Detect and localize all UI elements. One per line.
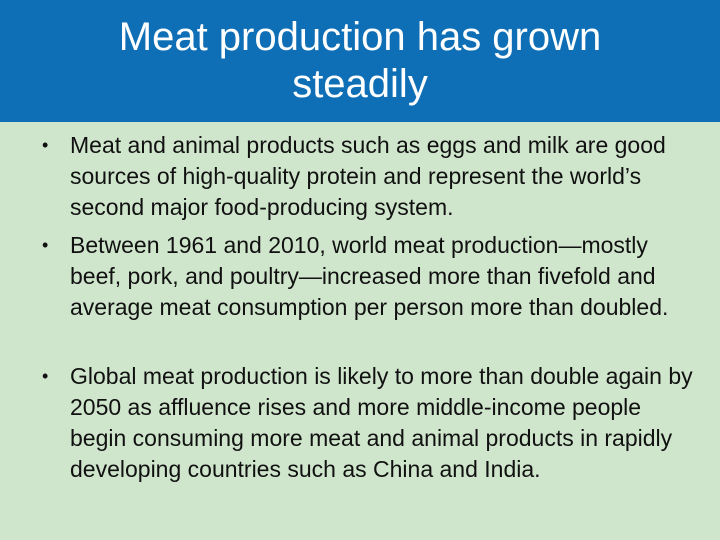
bullet-list: • Meat and animal products such as eggs … bbox=[0, 130, 720, 516]
slide-title: Meat production has grown steadily bbox=[118, 15, 602, 106]
bullet-item: • Between 1961 and 2010, world meat prod… bbox=[0, 230, 720, 354]
bullet-text: Global meat production is likely to more… bbox=[70, 363, 693, 482]
bullet-text: Between 1961 and 2010, world meat produc… bbox=[70, 232, 669, 320]
bullet-item: • Global meat production is likely to mo… bbox=[0, 361, 720, 516]
slide-body: • Meat and animal products such as eggs … bbox=[0, 130, 720, 516]
title-bar: Meat production has grown steadily bbox=[0, 0, 720, 122]
bullet-icon: • bbox=[42, 135, 49, 155]
bullet-text: Meat and animal products such as eggs an… bbox=[70, 132, 666, 220]
bullet-item: • Meat and animal products such as eggs … bbox=[0, 130, 720, 223]
bullet-icon: • bbox=[42, 366, 49, 386]
bullet-icon: • bbox=[42, 235, 49, 255]
